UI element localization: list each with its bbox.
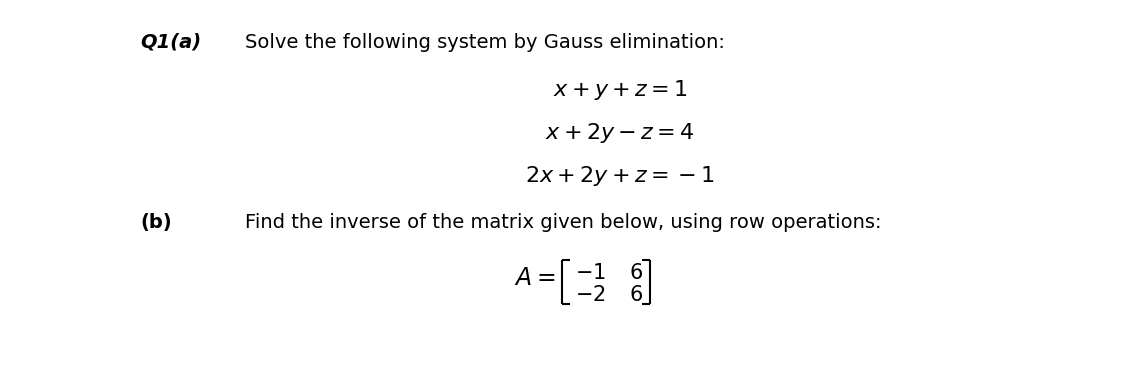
Text: $x +y +z =1$: $x +y +z =1$ xyxy=(552,78,687,102)
Text: $2x +2y +z =-1$: $2x +2y +z =-1$ xyxy=(525,164,714,188)
Text: $-2$: $-2$ xyxy=(575,285,605,305)
Text: Q1(a): Q1(a) xyxy=(140,33,201,52)
Text: $-1$: $-1$ xyxy=(575,263,605,283)
Text: $A =$: $A =$ xyxy=(514,266,555,290)
Text: Find the inverse of the matrix given below, using row operations:: Find the inverse of the matrix given bel… xyxy=(245,213,882,232)
Text: $x +2y -z =4$: $x +2y -z =4$ xyxy=(546,121,695,145)
Text: $6$: $6$ xyxy=(629,285,644,305)
Text: $6$: $6$ xyxy=(629,263,644,283)
Text: Solve the following system by Gauss elimination:: Solve the following system by Gauss elim… xyxy=(245,33,724,52)
Text: (b): (b) xyxy=(140,213,172,232)
